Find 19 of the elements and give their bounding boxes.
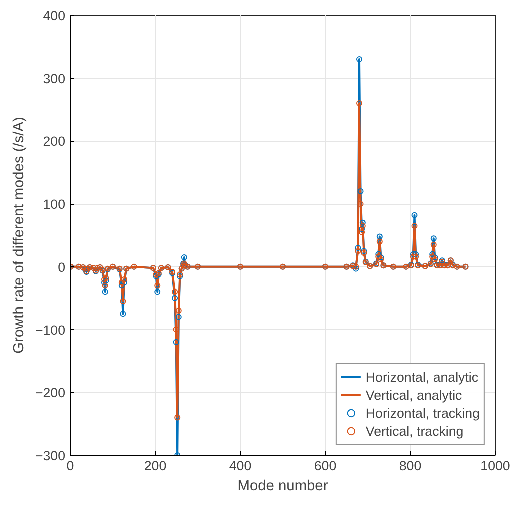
y-tick-label: −100 — [35, 322, 66, 338]
legend-label: Vertical, analytic — [366, 386, 462, 404]
x-tick-label: 400 — [229, 458, 252, 474]
x-axis-title: Mode number — [238, 478, 328, 494]
legend-label: Horizontal, tracking — [366, 404, 480, 422]
y-tick-label: 300 — [43, 71, 66, 86]
y-tick-label: 0 — [58, 260, 66, 275]
x-tick-label: 800 — [399, 458, 422, 474]
y-tick-label: 200 — [43, 134, 66, 150]
y-tick-label: 100 — [43, 197, 66, 212]
y-tick-label: −300 — [35, 448, 66, 464]
x-tick-label: 600 — [314, 458, 337, 474]
x-tick-label: 1000 — [480, 458, 510, 474]
y-axis-title: Growth rate of different modes (/s/A) — [11, 117, 28, 354]
legend-label: Horizontal, analytic — [366, 368, 479, 386]
y-tick-label: −200 — [35, 386, 66, 401]
y-tick-label: 400 — [43, 8, 66, 24]
legend-label: Vertical, tracking — [366, 422, 464, 440]
x-tick-label: 200 — [144, 458, 167, 474]
